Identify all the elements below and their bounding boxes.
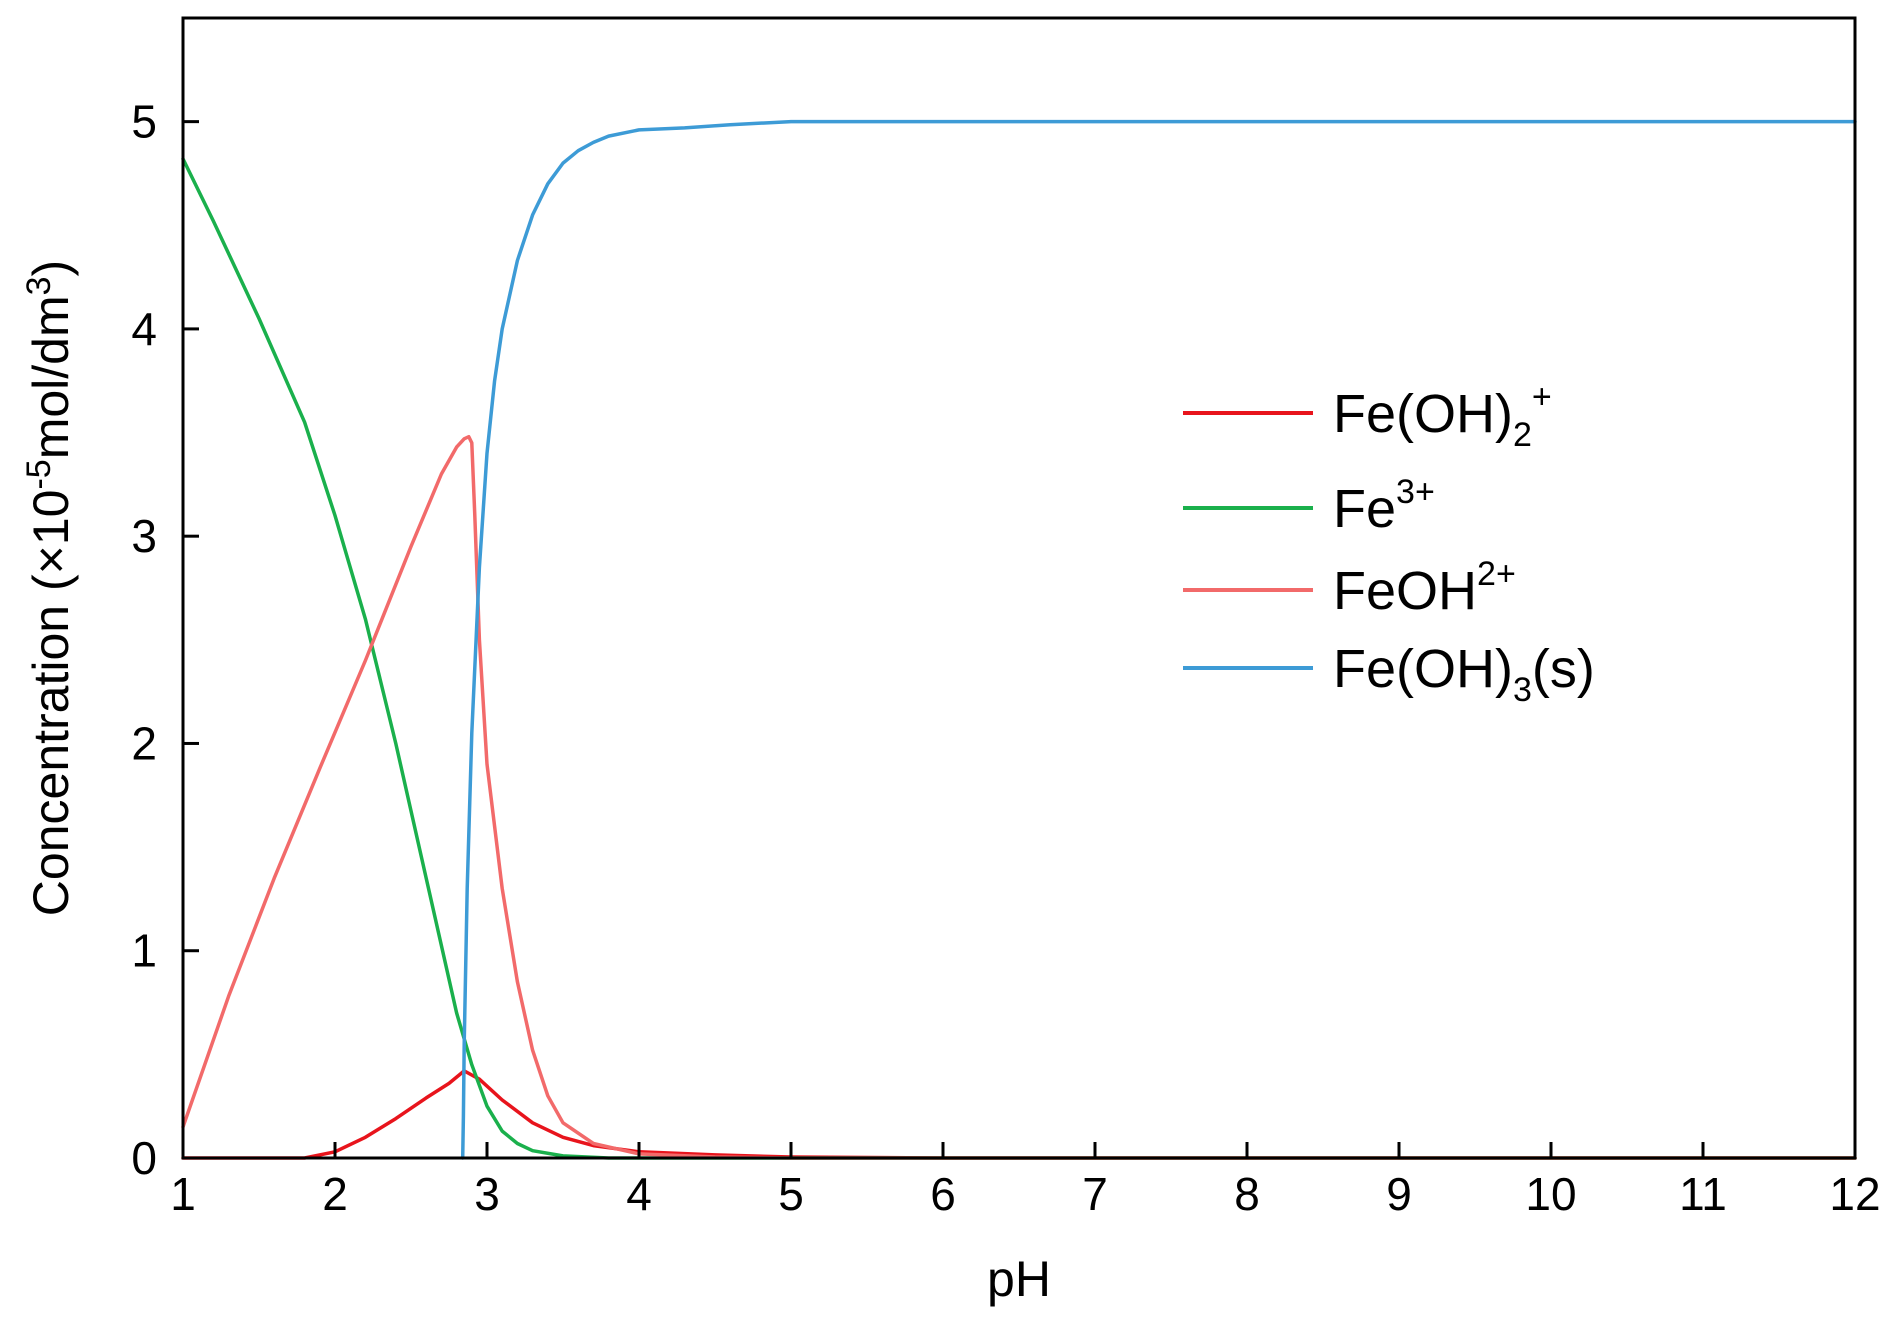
plot-frame — [181, 16, 1857, 1160]
y-axis-title-exp2: 3 — [20, 276, 58, 295]
y-axis-title-base: Concentration (×10 — [23, 490, 79, 917]
x-axis-ticks: 1 2 3 4 5 6 7 8 9 10 11 12 — [170, 1142, 1881, 1220]
legend: Fe(OH)2+ Fe3+ FeOH2+ Fe(OH)3(s) — [1183, 378, 1595, 709]
series-line-0 — [181, 1069, 1857, 1160]
y-axis-title-close: ) — [23, 260, 79, 277]
x-tick-label: 4 — [626, 1168, 652, 1220]
y-tick-label: 5 — [131, 96, 157, 148]
x-tick-label: 1 — [170, 1168, 196, 1220]
x-tick-label: 8 — [1234, 1168, 1260, 1220]
y-axis-ticks: 0 1 2 3 4 5 — [131, 96, 199, 1184]
x-tick-label: 2 — [322, 1168, 348, 1220]
svg-text:Concentration (×10-5mol/dm3): Concentration (×10-5mol/dm3) — [20, 260, 79, 916]
x-tick-label: 9 — [1386, 1168, 1412, 1220]
x-tick-label: 7 — [1082, 1168, 1108, 1220]
x-axis-title: pH — [987, 1251, 1051, 1307]
series-layer — [181, 119, 1857, 1160]
y-axis-title-exp1: -5 — [20, 459, 58, 489]
y-tick-label: 4 — [131, 303, 157, 355]
series-line-2 — [181, 434, 1857, 1160]
x-tick-label: 10 — [1525, 1168, 1576, 1220]
series-line-1 — [181, 157, 1857, 1160]
y-axis-title-mid: mol/dm — [23, 295, 79, 459]
x-tick-label: 11 — [1679, 1168, 1727, 1220]
legend-label: FeOH2+ — [1333, 555, 1516, 621]
legend-label: Fe3+ — [1333, 473, 1435, 539]
x-tick-label: 3 — [474, 1168, 500, 1220]
legend-label: Fe(OH)2+ — [1333, 378, 1552, 454]
y-tick-label: 1 — [131, 925, 157, 977]
y-tick-label: 3 — [131, 510, 157, 562]
legend-label: Fe(OH)3(s) — [1333, 639, 1595, 709]
x-tick-label: 12 — [1829, 1168, 1880, 1220]
series-line-3 — [460, 119, 1857, 1160]
x-tick-label: 6 — [930, 1168, 956, 1220]
y-tick-label: 0 — [131, 1132, 157, 1184]
x-tick-label: 5 — [778, 1168, 804, 1220]
y-axis-title: Concentration (×10-5mol/dm3) — [20, 260, 79, 916]
y-tick-label: 2 — [131, 717, 157, 769]
